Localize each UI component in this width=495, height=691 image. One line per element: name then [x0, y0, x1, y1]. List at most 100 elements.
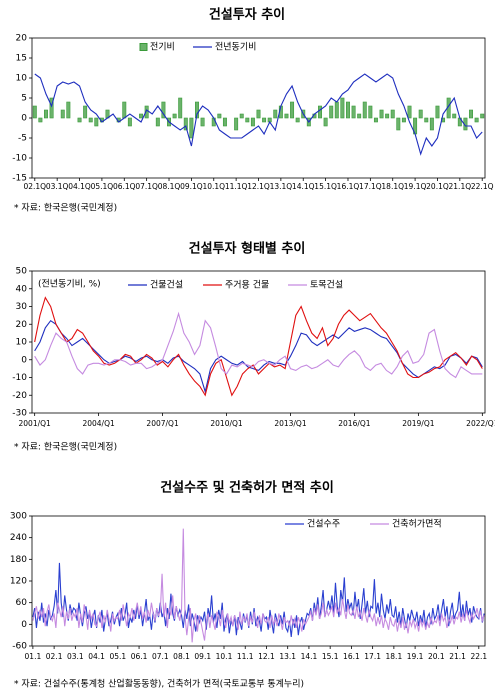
- x-tick-label: 05.1: [109, 652, 126, 661]
- bar: [60, 109, 65, 119]
- x-tick-label: 22.1Q: [471, 182, 494, 191]
- source-note: * 자료: 한국은행(국민계정): [14, 202, 117, 214]
- y-tick-label: 20: [16, 34, 28, 44]
- x-tick-label: 15.1Q: [314, 182, 337, 191]
- y-tick-label: -15: [12, 174, 27, 184]
- line: [32, 562, 485, 638]
- bar: [88, 117, 93, 123]
- source-note: * 자료: 한국은행(국민계정): [14, 441, 117, 453]
- x-tick-label: 19.1Q: [404, 182, 427, 191]
- bar: [127, 117, 132, 127]
- x-tick-label: 02.1: [46, 652, 63, 661]
- y-tick-label: 40: [16, 284, 28, 294]
- line: [32, 528, 485, 643]
- legend-label: 전기비: [150, 42, 175, 53]
- bar: [273, 109, 278, 119]
- x-tick-label: 08.1Q: [158, 182, 181, 191]
- x-tick-label: 01.1: [25, 652, 42, 661]
- bar: [407, 105, 412, 119]
- x-tick-label: 03.1Q: [46, 182, 69, 191]
- x-tick-label: 17.1: [364, 652, 381, 661]
- bar: [480, 113, 485, 119]
- y-tick-label: 300: [10, 512, 27, 522]
- bar: [357, 113, 362, 119]
- y-tick-label: -5: [18, 134, 27, 144]
- source-note: * 자료: 건설수주(통계청 산업활동동향), 건축허가 면적(국토교통부 통계…: [14, 678, 304, 690]
- x-tick-label: 03.1: [67, 652, 84, 661]
- bar: [385, 113, 390, 119]
- plot-frame: [31, 37, 486, 179]
- y-tick-label: 30: [16, 302, 28, 312]
- bar: [195, 101, 199, 119]
- x-tick-label: 06.1: [131, 652, 148, 661]
- x-tick-label: 16.1: [343, 652, 360, 661]
- x-tick-label: 11.1: [237, 652, 254, 661]
- y-tick-label: -60: [12, 642, 27, 652]
- bar: [346, 101, 350, 119]
- bar: [284, 113, 289, 119]
- bar: [250, 117, 255, 127]
- y-tick-label: 5: [21, 94, 27, 104]
- bar: [122, 101, 127, 119]
- bar: [83, 105, 88, 119]
- chart-title: 건설투자 형태별 추이: [189, 241, 306, 257]
- bar: [200, 117, 205, 127]
- legend-label: 건물건설: [150, 280, 183, 291]
- y-tick-label: 240: [10, 533, 27, 543]
- y-tick-label: -20: [12, 391, 27, 401]
- x-tick-label: 04.1: [88, 652, 105, 661]
- y-tick-label: -30: [12, 409, 27, 419]
- x-tick-label: 20.1: [428, 652, 445, 661]
- bar: [351, 105, 356, 119]
- y-tick-label: 20: [16, 320, 28, 330]
- y-tick-label: 0: [21, 355, 27, 365]
- bar: [373, 117, 378, 123]
- bar: [469, 109, 473, 119]
- x-tick-label: 09.1Q: [180, 182, 203, 191]
- x-tick-label: 2019/Q1: [402, 419, 435, 428]
- bar: [429, 117, 434, 131]
- bar: [49, 97, 54, 119]
- bar: [256, 109, 261, 119]
- x-tick-label: 10.1: [216, 652, 233, 661]
- y-tick-label: 180: [10, 555, 27, 565]
- y-tick-label: 15: [16, 54, 27, 64]
- bar: [396, 117, 401, 131]
- line: [34, 73, 483, 156]
- bar: [139, 113, 144, 119]
- bar: [318, 105, 322, 119]
- bar: [323, 117, 328, 127]
- chart-title: 건설수주 및 건축허가 면적 추이: [160, 480, 334, 496]
- bar: [390, 109, 395, 119]
- bar: [334, 101, 339, 119]
- line: [34, 311, 483, 379]
- x-tick-label: 16.1Q: [337, 182, 360, 191]
- bar: [217, 113, 222, 119]
- x-tick-label: 20.1Q: [426, 182, 449, 191]
- bar: [295, 117, 300, 123]
- bar: [222, 117, 227, 127]
- bar: [424, 117, 429, 123]
- bar: [329, 105, 334, 119]
- bar: [239, 113, 244, 119]
- x-tick-label: 12.1: [258, 652, 275, 661]
- y-tick-label: -10: [12, 154, 27, 164]
- line: [34, 296, 483, 397]
- x-tick-label: 02.1Q: [23, 182, 46, 191]
- x-tick-label: 11.1Q: [225, 182, 248, 191]
- bar: [474, 117, 479, 123]
- bar: [32, 105, 37, 119]
- bar: [178, 97, 183, 119]
- x-tick-label: 21.1Q: [449, 182, 472, 191]
- x-tick-label: 13.1: [279, 652, 296, 661]
- x-tick-label: 07.1: [152, 652, 169, 661]
- x-tick-label: 12.1Q: [247, 182, 270, 191]
- x-tick-label: 2022/Q1: [466, 419, 495, 428]
- x-tick-label: 08.1: [173, 652, 190, 661]
- line: [34, 319, 483, 394]
- bar: [161, 101, 166, 119]
- x-tick-label: 17.1Q: [359, 182, 382, 191]
- bar: [262, 117, 267, 123]
- x-tick-label: 04.1Q: [68, 182, 91, 191]
